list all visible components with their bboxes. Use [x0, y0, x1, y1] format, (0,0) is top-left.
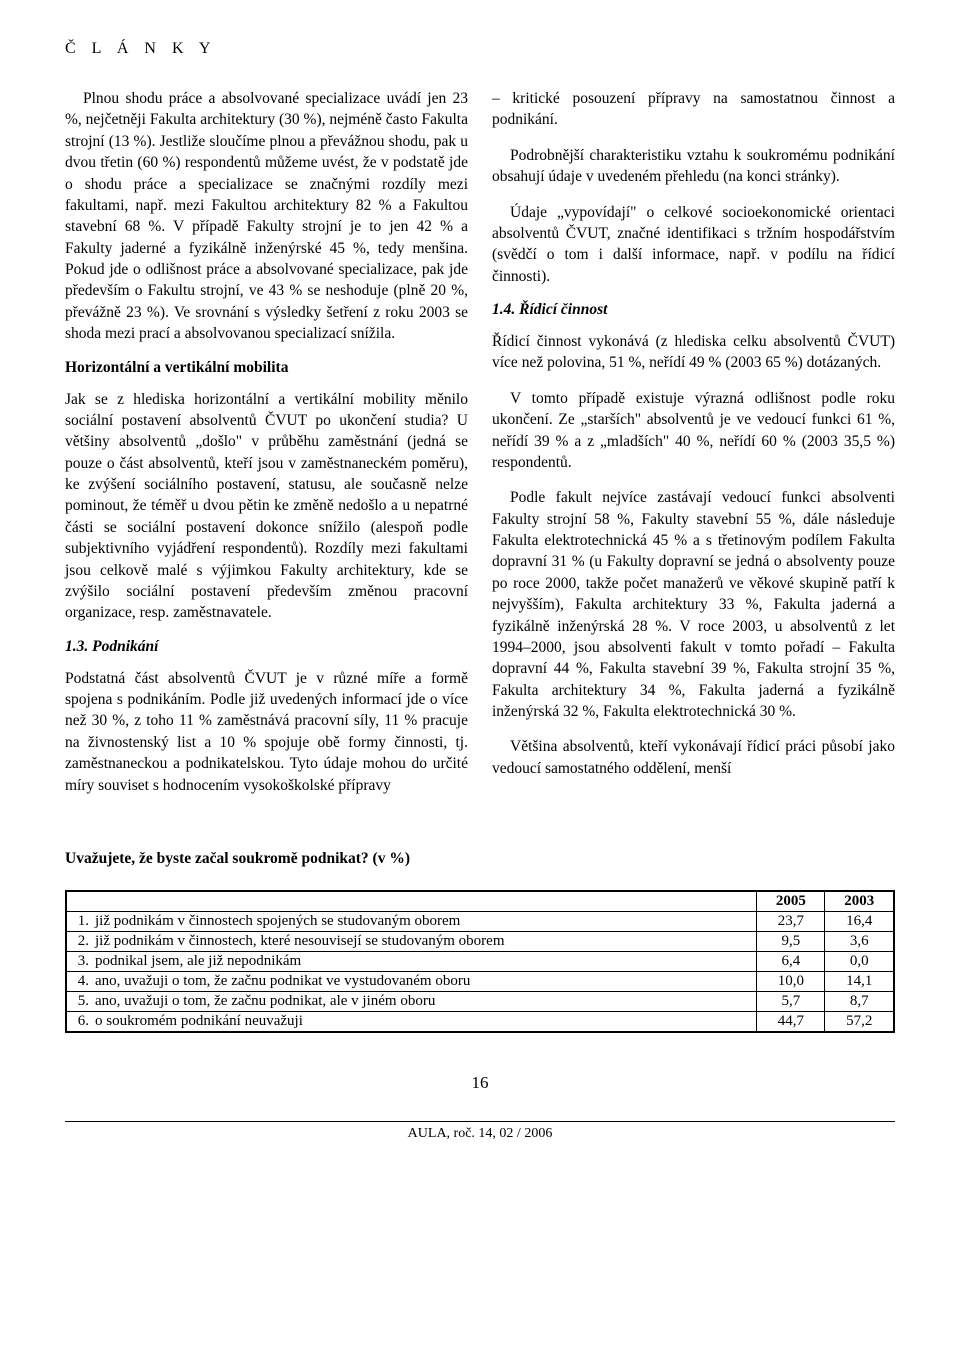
table-row: 1.již podnikám v činnostech spojených se…	[66, 911, 894, 931]
row-number: 2.	[66, 931, 92, 951]
table-header-empty	[92, 891, 757, 912]
row-value-2003: 14,1	[825, 971, 894, 991]
subheading-mobilita: Horizontální a vertikální mobilita	[65, 359, 468, 377]
subheading-podnikani: 1.3. Podnikání	[65, 638, 468, 656]
table-title: Uvažujete, že byste začal soukromě podni…	[65, 850, 895, 868]
table-header-year: 2003	[825, 891, 894, 912]
row-value-2005: 9,5	[757, 931, 825, 951]
table-row: 2.již podnikám v činnostech, které nesou…	[66, 931, 894, 951]
row-number: 6.	[66, 1011, 92, 1032]
paragraph: Většina absolventů, kteří vykonávají říd…	[492, 736, 895, 779]
table-row: 4.ano, uvažuji o tom, že začnu podnikat …	[66, 971, 894, 991]
section-header: Č L Á N K Y	[65, 40, 895, 58]
table-row: 5.ano, uvažuji o tom, že začnu podnikat,…	[66, 991, 894, 1011]
row-value-2003: 8,7	[825, 991, 894, 1011]
paragraph: V tomto případě existuje výrazná odlišno…	[492, 388, 895, 474]
paragraph: Podle fakult nejvíce zastávají vedoucí f…	[492, 487, 895, 722]
table-row: 3.podnikal jsem, ale již nepodnikám6,40,…	[66, 951, 894, 971]
row-number: 1.	[66, 911, 92, 931]
row-value-2005: 44,7	[757, 1011, 825, 1032]
row-value-2005: 23,7	[757, 911, 825, 931]
subheading-ridici: 1.4. Řídicí činnost	[492, 301, 895, 319]
row-text: ano, uvažuji o tom, že začnu podnikat ve…	[92, 971, 757, 991]
paragraph: – kritické posouzení přípravy na samosta…	[492, 88, 895, 131]
row-value-2005: 10,0	[757, 971, 825, 991]
paragraph: Plnou shodu práce a absolvované speciali…	[65, 88, 468, 345]
survey-table: 2005 2003 1.již podnikám v činnostech sp…	[65, 890, 895, 1033]
row-value-2003: 57,2	[825, 1011, 894, 1032]
paragraph: Podrobnější charakteristiku vztahu k sou…	[492, 145, 895, 188]
paragraph: Údaje „vypovídají" o celkové socioekonom…	[492, 202, 895, 288]
page-number: 16	[65, 1073, 895, 1093]
paragraph: Podstatná část absolventů ČVUT je v různ…	[65, 668, 468, 796]
table-header-year: 2005	[757, 891, 825, 912]
row-value-2005: 5,7	[757, 991, 825, 1011]
row-text: již podnikám v činnostech spojených se s…	[92, 911, 757, 931]
paragraph: Řídicí činnost vykonává (z hlediska celk…	[492, 331, 895, 374]
row-number: 4.	[66, 971, 92, 991]
paragraph: Jak se z hlediska horizontální a vertiká…	[65, 389, 468, 624]
row-value-2003: 0,0	[825, 951, 894, 971]
row-text: již podnikám v činnostech, které nesouvi…	[92, 931, 757, 951]
row-value-2005: 6,4	[757, 951, 825, 971]
table-row: 6.o soukromém podnikání neuvažuji44,757,…	[66, 1011, 894, 1032]
two-column-body: Plnou shodu práce a absolvované speciali…	[65, 88, 895, 810]
left-column: Plnou shodu práce a absolvované speciali…	[65, 88, 468, 810]
row-value-2003: 3,6	[825, 931, 894, 951]
row-text: o soukromém podnikání neuvažuji	[92, 1011, 757, 1032]
right-column: – kritické posouzení přípravy na samosta…	[492, 88, 895, 810]
row-number: 3.	[66, 951, 92, 971]
table-header-empty	[66, 891, 92, 912]
row-number: 5.	[66, 991, 92, 1011]
row-text: ano, uvažuji o tom, že začnu podnikat, a…	[92, 991, 757, 1011]
footer-citation: AULA, roč. 14, 02 / 2006	[65, 1121, 895, 1142]
row-text: podnikal jsem, ale již nepodnikám	[92, 951, 757, 971]
row-value-2003: 16,4	[825, 911, 894, 931]
